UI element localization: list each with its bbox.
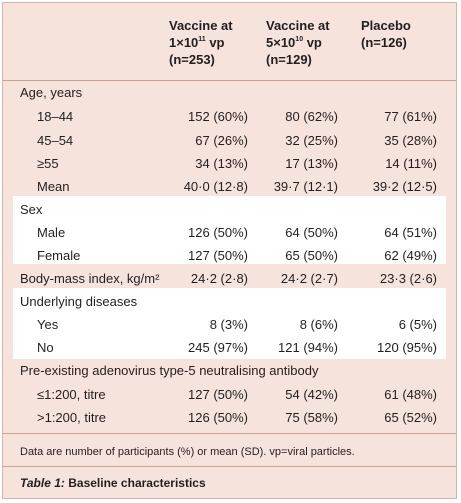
- cell-placebo: 35 (28%): [384, 133, 437, 148]
- cell-vaccine-high-dose: 127 (50%): [188, 248, 248, 263]
- diseases-section-band: [13, 288, 446, 359]
- cell-placebo: 65 (52%): [384, 410, 437, 425]
- cell-placebo: 64 (51%): [384, 225, 437, 240]
- table-row: >1:200, titre 126 (50%) 75 (58%) 65 (52%): [3, 407, 456, 429]
- cell-vaccine-high-dose: 40·0 (12·8): [183, 179, 248, 194]
- cell-placebo: 14 (11%): [385, 156, 437, 171]
- row-label: Sex: [20, 202, 43, 217]
- cell-vaccine-high-dose: 24·2 (2·8): [190, 271, 248, 286]
- row-label: No: [37, 340, 54, 355]
- row-label: >1:200, titre: [37, 410, 107, 425]
- table-row: Underlying diseases: [3, 291, 456, 313]
- table-row: ≥55 34 (13%) 17 (13%) 14 (11%): [3, 153, 456, 175]
- table-row: 45–54 67 (26%) 32 (25%) 35 (28%): [3, 130, 456, 152]
- cell-placebo: 120 (95%): [377, 340, 437, 355]
- caption-divider: [3, 466, 456, 467]
- row-label: Female: [37, 248, 81, 263]
- table-row: ≤1:200, titre 127 (50%) 54 (42%) 61 (48%): [3, 384, 456, 406]
- cell-placebo: 39·2 (12·5): [372, 179, 437, 194]
- table-footnote: Data are number of participants (%) or m…: [20, 446, 355, 458]
- cell-vaccine-high-dose: 126 (50%): [188, 225, 248, 240]
- table-row: 18–44 152 (60%) 80 (62%) 77 (61%): [3, 106, 456, 128]
- cell-vaccine-low-dose: 80 (62%): [285, 109, 338, 124]
- header-placebo: Placebo (n=126): [361, 18, 411, 50]
- footer-divider: [3, 433, 456, 434]
- cell-placebo: 6 (5%): [398, 317, 437, 332]
- cell-vaccine-low-dose: 39·7 (12·1): [273, 179, 338, 194]
- row-label: Body-mass index, kg/m²: [20, 271, 160, 286]
- cell-vaccine-high-dose: 245 (97%): [188, 340, 248, 355]
- row-label: Male: [37, 225, 66, 240]
- row-label: Age, years: [20, 85, 83, 100]
- row-label: Mean: [37, 179, 70, 194]
- table-caption: Table 1: Baseline characteristics: [20, 476, 206, 490]
- row-label: 45–54: [37, 133, 74, 148]
- cell-vaccine-low-dose: 75 (58%): [285, 410, 338, 425]
- row-label: ≥55: [37, 156, 59, 171]
- cell-placebo: 61 (48%): [384, 387, 437, 402]
- header-divider: [3, 80, 456, 81]
- table-row: No 245 (97%) 121 (94%) 120 (95%): [3, 337, 456, 359]
- cell-vaccine-low-dose: 65 (50%): [285, 248, 338, 263]
- table-row: Age, years: [3, 82, 456, 104]
- row-label: Yes: [37, 317, 59, 332]
- row-label: Underlying diseases: [20, 294, 138, 309]
- table-row: Female 127 (50%) 65 (50%) 62 (49%): [3, 245, 456, 267]
- cell-vaccine-low-dose: 32 (25%): [285, 133, 338, 148]
- row-label: 18–44: [37, 109, 74, 124]
- sex-section-band: [13, 196, 446, 264]
- cell-vaccine-high-dose: 152 (60%): [188, 109, 248, 124]
- cell-placebo: 62 (49%): [384, 248, 437, 263]
- cell-vaccine-low-dose: 24·2 (2·7): [280, 271, 338, 286]
- cell-vaccine-low-dose: 17 (13%): [285, 156, 338, 171]
- header-vaccine-high-dose: Vaccine at 1×1011 vp (n=253): [169, 18, 233, 67]
- cell-placebo: 77 (61%): [384, 109, 437, 124]
- cell-vaccine-high-dose: 8 (3%): [209, 317, 248, 332]
- cell-vaccine-high-dose: 34 (13%): [195, 156, 248, 171]
- cell-vaccine-high-dose: 67 (26%): [195, 133, 248, 148]
- header-vaccine-low-dose: Vaccine at 5×1010 vp (n=129): [266, 18, 330, 67]
- cell-vaccine-low-dose: 54 (42%): [285, 387, 338, 402]
- cell-vaccine-high-dose: 126 (50%): [188, 410, 248, 425]
- row-label: ≤1:200, titre: [37, 387, 106, 402]
- cell-vaccine-low-dose: 64 (50%): [285, 225, 338, 240]
- cell-vaccine-low-dose: 8 (6%): [299, 317, 338, 332]
- table-row: Mean 40·0 (12·8) 39·7 (12·1) 39·2 (12·5): [3, 176, 456, 198]
- table-row: Male 126 (50%) 64 (50%) 64 (51%): [3, 222, 456, 244]
- cell-vaccine-low-dose: 121 (94%): [278, 340, 338, 355]
- table-header: Vaccine at 1×1011 vp (n=253) Vaccine at …: [3, 3, 456, 81]
- cell-vaccine-high-dose: 127 (50%): [188, 387, 248, 402]
- table-row: Yes 8 (3%) 8 (6%) 6 (5%): [3, 314, 456, 336]
- table-row: Sex: [3, 199, 456, 221]
- table-panel: Vaccine at 1×1011 vp (n=253) Vaccine at …: [2, 2, 457, 499]
- table-row: Body-mass index, kg/m² 24·2 (2·8) 24·2 (2·…: [3, 268, 456, 290]
- row-label: Pre-existing adenovirus type-5 neutralis…: [20, 363, 319, 378]
- table-row: Pre-existing adenovirus type-5 neutralis…: [3, 360, 456, 382]
- cell-placebo: 23·3 (2·6): [379, 271, 437, 286]
